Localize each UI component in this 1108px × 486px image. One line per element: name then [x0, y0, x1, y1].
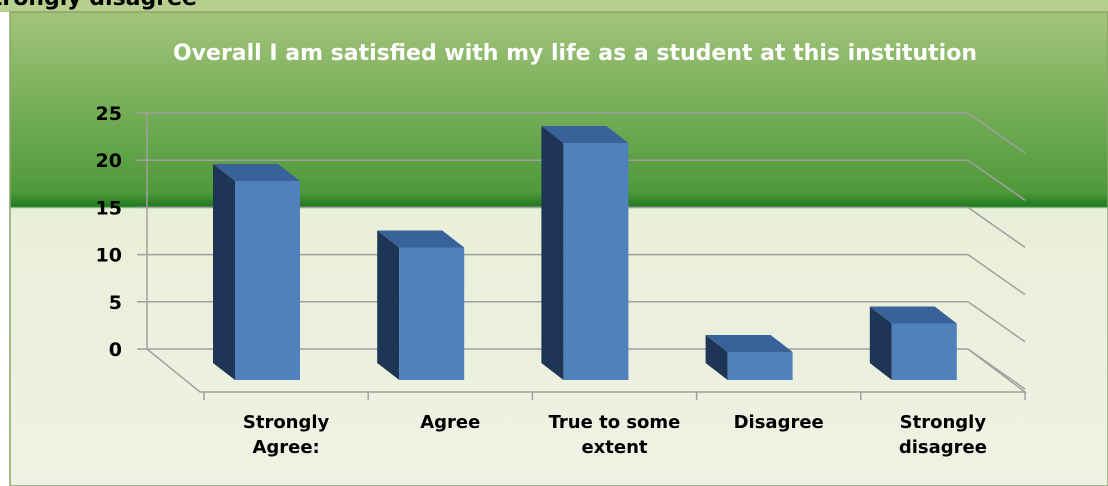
header: Strongly disagree — [0, 0, 197, 11]
grid-line — [967, 112, 1026, 154]
bar-side — [869, 306, 892, 380]
x-tick-label: Disagree — [733, 412, 824, 433]
y-tick-label: 0 — [109, 339, 122, 361]
bar-side — [705, 335, 728, 380]
bar — [563, 143, 629, 380]
bar-top — [705, 335, 793, 352]
bar-top — [869, 306, 957, 324]
x-tick-label: Strongly disagree — [898, 412, 987, 458]
grid-line — [967, 348, 1026, 390]
chart-title: Overall I am satisfied with my life as a… — [173, 41, 977, 66]
grid-line — [967, 301, 1026, 343]
bar — [399, 247, 465, 380]
y-tick-label: 25 — [96, 103, 122, 125]
bar-top — [377, 230, 465, 248]
bar — [727, 352, 793, 380]
y-tick-label: 20 — [96, 150, 122, 172]
bar-top — [541, 126, 629, 143]
bar — [235, 181, 300, 380]
x-tick-label: Strongly Agree: — [242, 412, 330, 458]
y-tick-label: 15 — [96, 197, 122, 219]
bar-side — [377, 230, 400, 380]
header-strip — [0, 0, 1108, 12]
grid-line — [967, 253, 1026, 296]
floor — [146, 348, 1028, 393]
y-tick-label: 5 — [109, 292, 122, 314]
y-tick-label: 10 — [96, 245, 122, 267]
x-tick-label: Agree — [420, 412, 481, 433]
bar-top — [213, 164, 300, 181]
bar-side — [541, 126, 564, 380]
grid-line — [967, 159, 1026, 201]
bar-side — [213, 164, 235, 380]
grid-line — [967, 206, 1026, 249]
x-tick-label: True to some extent — [548, 412, 681, 458]
bar — [891, 323, 957, 380]
